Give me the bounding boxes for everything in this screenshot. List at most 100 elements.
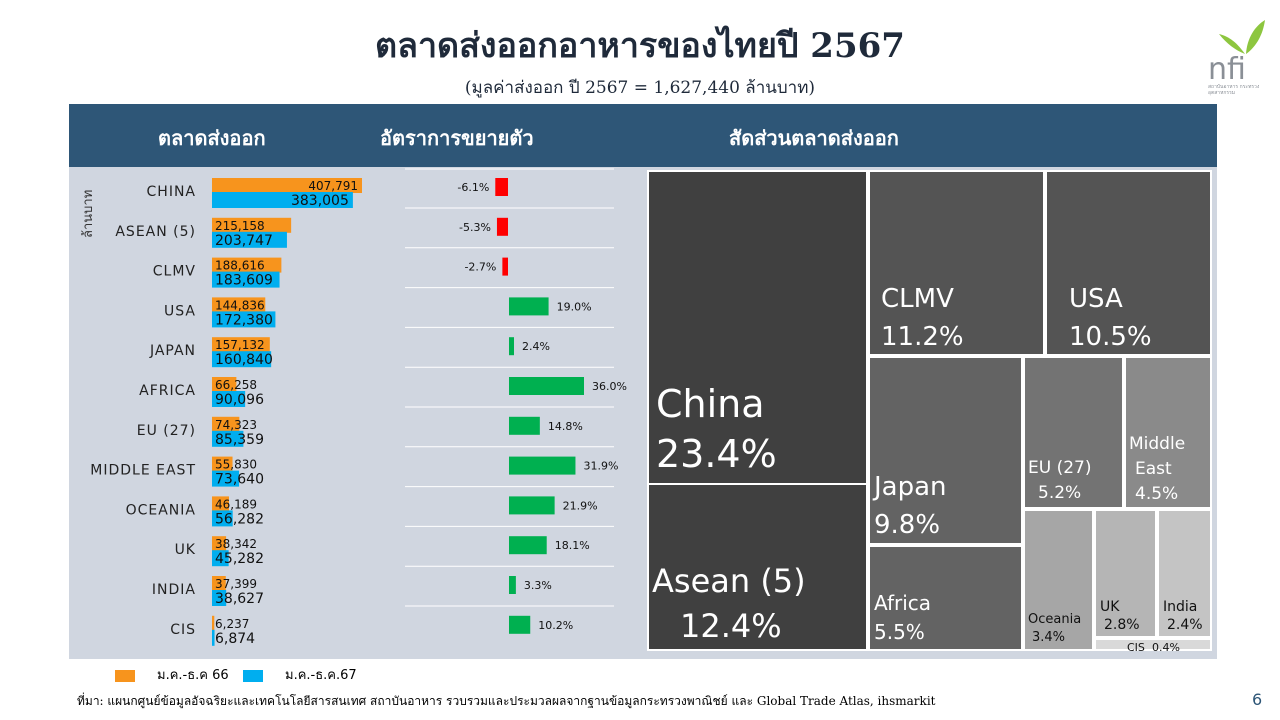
growth-bar-positive [509,416,540,435]
value-label-2023: 38,342 [215,537,257,551]
value-label-2024: 85,359 [215,432,264,448]
value-label-2023: 46,189 [215,497,257,511]
growth-label: 18.1% [555,539,590,552]
legend-item-2024: ม.ค.-ธ.ค.67 [243,664,357,683]
treemap-label-name: EU (27) [1028,458,1091,478]
nfi-leaf-icon [1219,20,1265,54]
category-label: CHINA [147,184,196,200]
nfi-logo-text: nfi [1208,52,1246,87]
legend-swatch-blue [243,669,263,682]
treemap-cell [1023,509,1094,651]
treemap-label-name: East [1135,459,1172,479]
category-label: JAPAN [149,343,196,359]
header-growth: อัตราการขยายตัว [380,126,534,150]
treemap-label-name: Middle [1129,434,1185,454]
growth-label: 36.0% [592,380,627,393]
treemap-label-value: 2.4% [1167,617,1203,633]
bar-2023 [212,496,229,512]
bar-2024 [212,470,240,487]
value-label-2023: 6,237 [215,617,249,631]
bar-2023 [212,217,292,233]
value-label-2024: 56,282 [215,511,264,527]
growth-label: -2.7% [464,261,496,274]
treemap-label-name: UK [1100,599,1120,615]
svg-text:ล้านบาท: ล้านบาท [81,190,96,238]
growth-bar-positive [509,615,531,634]
value-label-2023: 157,132 [215,338,265,352]
bar-2024 [212,351,272,368]
bar-2024 [212,271,280,288]
treemap-label-value: 23.4% [656,432,777,476]
header-share: สัดส่วนตลาดส่งออก [729,126,899,150]
growth-label: 10.2% [538,619,573,632]
value-label-2024: 6,874 [215,631,255,647]
value-label-2023: 144,836 [215,298,265,312]
source-footnote: ที่มา: แผนกศูนย์ข้อมูลอัจฉริยะและเทคโนโล… [77,694,936,708]
treemap-label-value: 10.5% [1069,322,1152,352]
treemap-cell [868,356,1023,545]
treemap-label-name: USA [1069,284,1123,314]
growth-label: 2.4% [522,340,550,353]
growth-label: 19.0% [557,300,592,313]
growth-bar-negative [502,257,508,276]
bar-2024 [212,550,229,567]
treemap-cell [868,170,1045,356]
bar-panel-background [69,167,644,659]
growth-label: 14.8% [548,420,583,433]
treemap-label-name: China [656,382,765,426]
growth-label: -6.1% [457,181,489,194]
legend-label-2023: ม.ค.-ธ.ค 66 [157,668,229,683]
treemap-label-name: CLMV [881,284,954,314]
nfi-logo-subtext: สถาบันอาหาร กระทรวงอุตสาหกรรม [1208,84,1260,96]
treemap-cell [1157,509,1212,638]
bar-2023 [212,257,282,273]
bar-2024 [212,510,233,527]
market-share-treemap: China 23.4% Asean (5) 12.4% CLMV 11.2% USA 10.5… [647,170,1212,654]
value-label-2024: 38,627 [215,591,264,607]
treemap-label-name: India [1163,599,1197,615]
bar-2024 [212,629,215,646]
bar-2023 [212,615,215,631]
treemap-label-value: 11.2% [881,322,964,352]
table-header-bar: ตลาดส่งออก อัตราการขยายตัว สัดส่วนตลาดส่… [69,104,1217,167]
treemap-cell [647,483,868,651]
treemap-label-name: Japan [872,472,947,502]
treemap-label-value: 3.4% [1032,630,1065,645]
bar-2024 [212,430,244,447]
bar-2024 [212,590,227,606]
value-label-2023: 66,258 [215,378,257,392]
treemap-cell [1045,170,1212,356]
growth-label: 21.9% [563,499,598,512]
value-label-2023: 37,399 [215,577,257,591]
bar-2024 [212,231,287,248]
value-label-2024: 203,747 [215,233,273,249]
bar-2023 [212,178,362,193]
growth-label: -5.3% [459,221,491,234]
value-label-2024: 172,380 [215,312,273,328]
growth-bar-positive [509,576,516,594]
page-number: 6 [1252,690,1263,709]
treemap-cell [1023,356,1124,509]
bar-2024 [212,192,353,208]
legend-label-2024: ม.ค.-ธ.ค.67 [285,668,357,683]
value-label-2024: 183,609 [215,273,273,289]
category-label: USA [164,303,196,319]
growth-bar-positive [509,496,555,515]
treemap-cell [647,170,868,485]
growth-bar-positive [509,377,584,395]
growth-label: 3.3% [524,579,552,592]
treemap-label-name: Asean (5) [652,562,806,600]
category-label: INDIA [152,582,196,598]
value-label-2023: 215,158 [215,219,265,233]
treemap-label-value: 9.8% [874,510,940,540]
legend-swatch-orange [115,669,135,682]
page-title: ตลาดส่งออกอาหารของไทยปี 2567 [375,26,905,66]
treemap-label-value: 2.8% [1104,617,1140,633]
bar-2023 [212,297,266,313]
growth-label: 31.9% [583,460,618,473]
treemap-label-value: 0.4% [1152,641,1180,654]
value-label-2023: 188,616 [215,259,265,273]
growth-bar-negative [496,217,508,236]
category-label: UK [175,542,196,558]
treemap-cell [1094,509,1157,638]
